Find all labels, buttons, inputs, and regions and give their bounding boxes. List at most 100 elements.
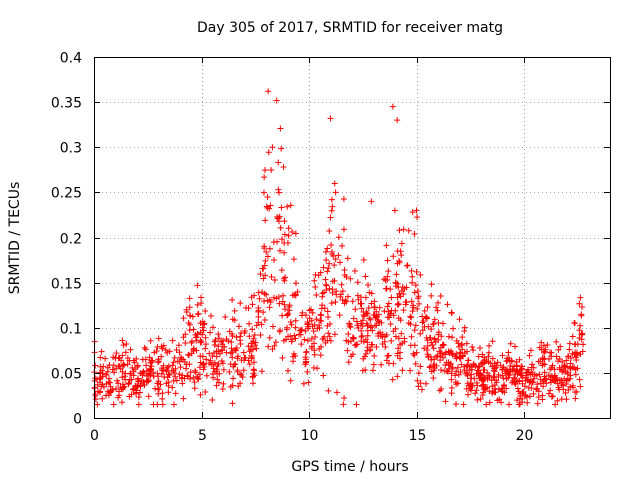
data-point [198,294,205,301]
data-point [251,331,258,338]
data-point [533,386,540,393]
data-point [534,381,541,388]
data-point [168,367,175,374]
data-point [127,370,134,377]
data-point [562,389,569,396]
data-point [94,381,101,388]
data-point [420,318,427,324]
data-point [111,369,118,376]
data-point [318,312,325,319]
data-point [379,331,386,338]
data-point [245,357,252,364]
data-point [348,353,355,360]
data-point [183,365,190,372]
data-point [526,393,533,400]
data-point [257,331,264,338]
data-point [197,320,204,327]
data-point [304,323,311,330]
data-point [228,338,235,345]
data-point [198,300,205,307]
data-point [154,344,161,351]
data-point [326,333,333,340]
data-point [169,337,176,344]
data-point [97,354,104,361]
data-point [281,239,288,246]
data-point [237,380,244,387]
data-point [214,376,221,383]
data-point [369,367,376,374]
data-point [292,324,299,331]
data-point [251,359,258,366]
data-point [363,320,370,327]
data-point [304,368,311,375]
data-point [394,294,401,301]
data-point [571,320,578,327]
data-point [337,293,344,300]
data-point [459,346,466,353]
data-point [339,288,346,295]
data-point [218,338,225,345]
data-point [311,340,318,347]
data-point [466,385,473,392]
data-point [383,357,390,364]
data-point [339,242,346,249]
data-point [567,365,574,372]
data-point [511,363,518,370]
data-point [197,391,204,398]
data-point [571,341,578,348]
data-point [279,354,286,361]
data-point [376,304,383,311]
data-point [190,345,197,352]
data-point [326,227,333,234]
data-point [139,372,146,379]
data-point [170,401,177,408]
data-point [397,341,404,348]
data-point [445,349,452,356]
data-point [433,304,440,311]
data-point [444,301,451,308]
data-point [174,358,181,365]
data-point [119,337,126,344]
data-point [213,382,220,389]
data-point [271,342,278,349]
data-point [401,335,408,342]
data-point [261,317,268,324]
data-point [548,393,555,400]
data-point [430,374,437,381]
data-point [361,313,368,320]
data-point [260,189,267,196]
data-point [274,215,281,222]
data-point [135,401,142,408]
data-point [110,401,117,408]
data-point [255,319,262,326]
data-point [273,97,280,104]
data-point [546,349,553,356]
data-point [278,267,285,274]
data-point [197,339,204,346]
data-point [241,354,248,361]
data-point [371,304,378,311]
data-point [385,300,392,307]
data-point [227,383,234,390]
data-point [173,377,180,384]
data-point [534,400,541,407]
data-point [449,334,456,341]
data-point [202,388,209,395]
data-point [519,375,526,382]
data-point [152,385,159,392]
data-point [415,293,422,300]
data-point [514,385,521,392]
data-point [324,322,331,329]
data-point [324,308,331,315]
data-point [480,381,487,388]
data-point [570,384,577,391]
data-point [350,315,357,322]
data-point [539,362,546,369]
data-point [577,383,584,390]
data-point [285,333,292,340]
data-point [388,307,395,314]
data-point [106,379,113,386]
data-point [512,343,519,350]
data-point [457,350,464,357]
data-point [424,315,431,322]
